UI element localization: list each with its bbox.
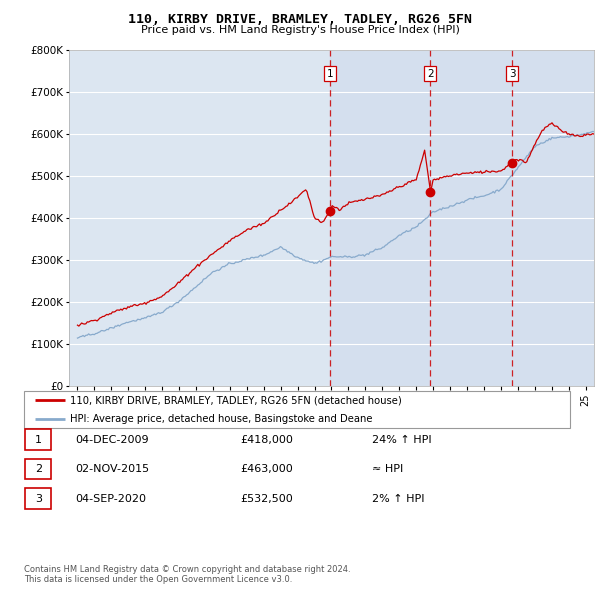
Text: £418,000: £418,000 — [240, 435, 293, 444]
Text: 110, KIRBY DRIVE, BRAMLEY, TADLEY, RG26 5FN: 110, KIRBY DRIVE, BRAMLEY, TADLEY, RG26 … — [128, 13, 472, 26]
Text: 110, KIRBY DRIVE, BRAMLEY, TADLEY, RG26 5FN (detached house): 110, KIRBY DRIVE, BRAMLEY, TADLEY, RG26 … — [70, 395, 402, 405]
Text: 3: 3 — [35, 494, 42, 503]
FancyBboxPatch shape — [25, 430, 52, 450]
FancyBboxPatch shape — [25, 489, 52, 509]
FancyBboxPatch shape — [24, 391, 570, 428]
Text: 1: 1 — [35, 435, 42, 444]
Text: 2: 2 — [427, 68, 434, 78]
Text: 2% ↑ HPI: 2% ↑ HPI — [372, 494, 425, 503]
Text: HPI: Average price, detached house, Basingstoke and Deane: HPI: Average price, detached house, Basi… — [70, 414, 373, 424]
Text: 1: 1 — [327, 68, 334, 78]
Text: 02-NOV-2015: 02-NOV-2015 — [75, 464, 149, 474]
Text: 04-DEC-2009: 04-DEC-2009 — [75, 435, 149, 444]
Text: Price paid vs. HM Land Registry's House Price Index (HPI): Price paid vs. HM Land Registry's House … — [140, 25, 460, 35]
Text: Contains HM Land Registry data © Crown copyright and database right 2024.
This d: Contains HM Land Registry data © Crown c… — [24, 565, 350, 584]
Text: ≈ HPI: ≈ HPI — [372, 464, 403, 474]
FancyBboxPatch shape — [25, 459, 52, 479]
Text: 04-SEP-2020: 04-SEP-2020 — [75, 494, 146, 503]
Text: 3: 3 — [509, 68, 515, 78]
Text: £463,000: £463,000 — [240, 464, 293, 474]
Text: 24% ↑ HPI: 24% ↑ HPI — [372, 435, 431, 444]
Bar — [330, 50, 594, 386]
Text: 2: 2 — [35, 464, 42, 474]
Text: £532,500: £532,500 — [240, 494, 293, 503]
